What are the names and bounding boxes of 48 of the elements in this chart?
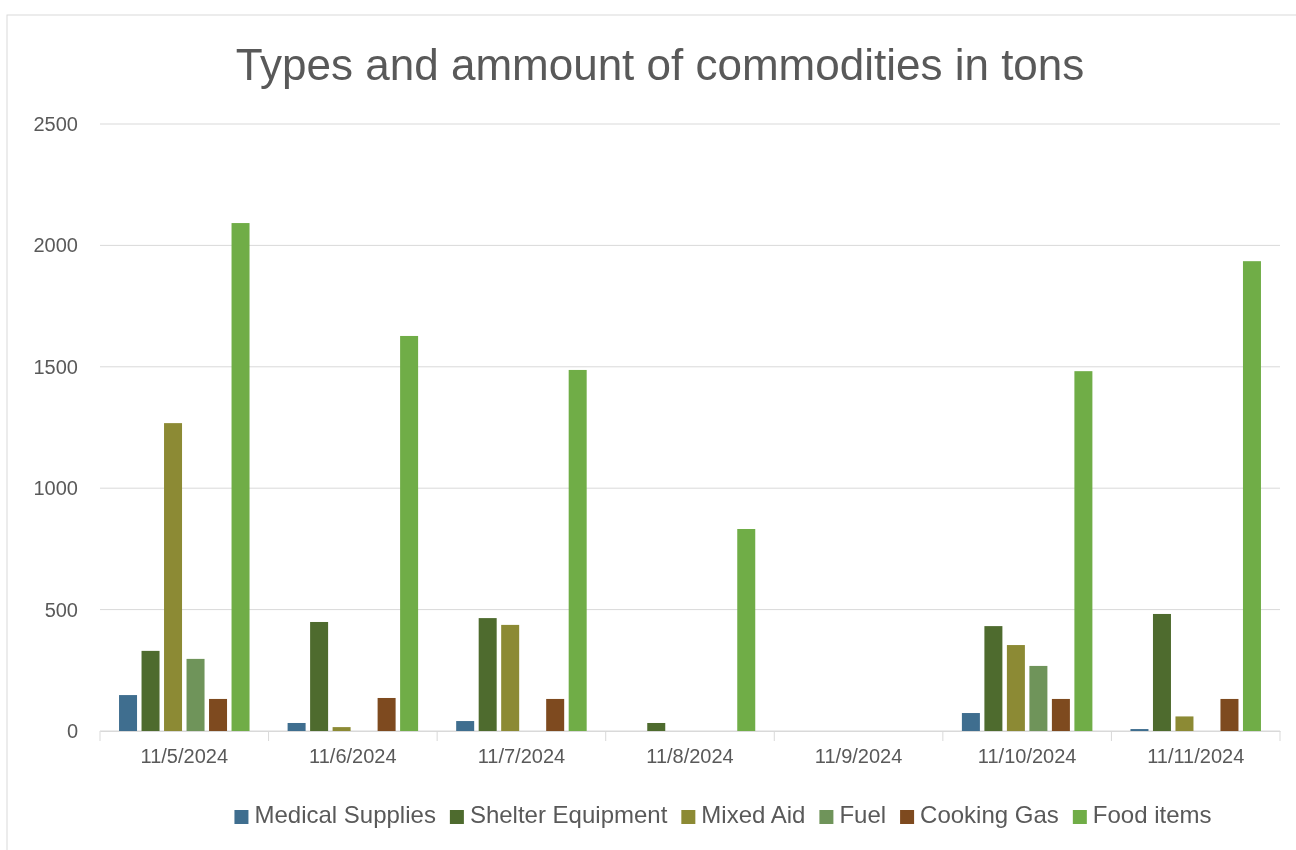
y-tick-label: 500: [44, 598, 78, 621]
bar: [186, 658, 205, 731]
bar: [1006, 645, 1025, 731]
legend-label: Medical Supplies: [254, 801, 436, 828]
bar: [287, 722, 306, 731]
y-tick-label: 1000: [33, 477, 78, 500]
bar: [1152, 613, 1171, 731]
bar: [1051, 698, 1070, 731]
legend-label: Mixed Aid: [701, 801, 806, 828]
x-tick-label: 11/9/2024: [814, 745, 903, 768]
y-tick-label: 0: [66, 719, 78, 742]
bar: [456, 721, 475, 731]
legend-label: Cooking Gas: [920, 801, 1059, 828]
x-tick-label: 11/8/2024: [646, 745, 734, 768]
bar: [377, 697, 396, 731]
y-tick-label: 2500: [33, 112, 78, 135]
bar: [961, 713, 980, 731]
bar: [164, 423, 183, 731]
bar: [647, 722, 666, 731]
bar: [231, 223, 250, 731]
bar: [119, 695, 138, 731]
bar: [1175, 716, 1194, 731]
bar: [1029, 665, 1048, 731]
bar: [478, 618, 497, 731]
bar: [209, 698, 228, 731]
bar: [1220, 698, 1239, 731]
legend-label: Food items: [1092, 801, 1212, 828]
y-tick-label: 2000: [33, 234, 78, 257]
bar: [501, 624, 520, 731]
bar: [332, 727, 351, 731]
bar: [568, 369, 587, 731]
bar: [737, 528, 756, 731]
bar: [400, 335, 419, 731]
bar: [141, 650, 160, 731]
legend-label: Fuel: [839, 801, 887, 828]
bar: [1074, 371, 1093, 731]
x-tick-label: 11/5/2024: [140, 745, 229, 768]
x-tick-label: 11/10/2024: [977, 745, 1077, 768]
y-tick-label: 1500: [33, 355, 78, 378]
chart-title: Types and ammount of commodities in tons: [235, 40, 1085, 89]
x-tick-label: 11/6/2024: [309, 745, 397, 768]
legend-label: Shelter Equipment: [469, 801, 668, 828]
bar: [546, 698, 565, 731]
bar: [310, 621, 329, 731]
x-tick-label: 11/7/2024: [477, 745, 566, 768]
x-tick-label: 11/11/2024: [1147, 745, 1245, 768]
bar: [984, 626, 1003, 731]
bar: [1242, 261, 1261, 731]
